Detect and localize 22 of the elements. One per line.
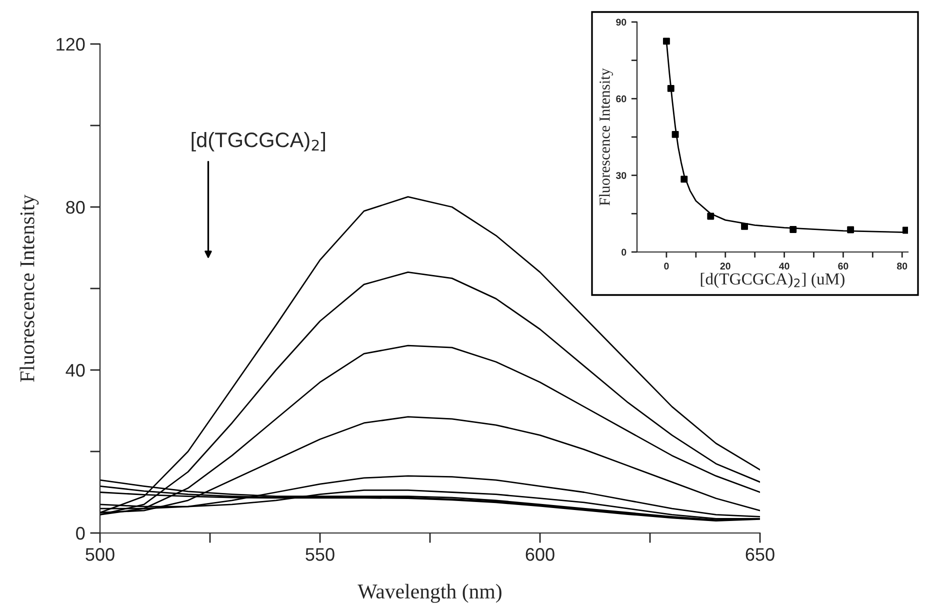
x-tick-label: 0 <box>664 262 669 270</box>
x-tick-label: 20 <box>720 262 730 270</box>
y-tick-label: 0 <box>76 526 85 540</box>
y-tick-label: 120 <box>56 38 85 51</box>
x-axis-title: [d(TGCGCA)$_{2}$] (uM) <box>700 272 844 288</box>
y-tick-label: 0 <box>622 248 626 256</box>
annotation: [d(TGCGCA)$_{2}$] <box>192 132 325 152</box>
y-tick-label: 40 <box>66 364 85 377</box>
y-tick-label: 80 <box>66 200 85 214</box>
y-axis-title: Fluorescence Intensity <box>20 194 39 382</box>
x-tick-label: 80 <box>897 262 908 270</box>
y-tick-label: 90 <box>616 18 626 26</box>
y-axis-title: Fluorescence Intensity <box>599 68 613 206</box>
x-tick-label: 40 <box>779 262 790 270</box>
x-axis-title: Wavelength (nm) <box>358 584 502 603</box>
x-tick-label: 550 <box>306 548 334 561</box>
y-tick-label: 30 <box>616 172 626 179</box>
x-tick-label: 650 <box>746 548 774 561</box>
y-tick-label: 60 <box>616 95 626 102</box>
x-tick-label: 600 <box>526 548 554 561</box>
x-tick-label: 500 <box>86 548 114 561</box>
x-tick-label: 60 <box>838 262 848 270</box>
